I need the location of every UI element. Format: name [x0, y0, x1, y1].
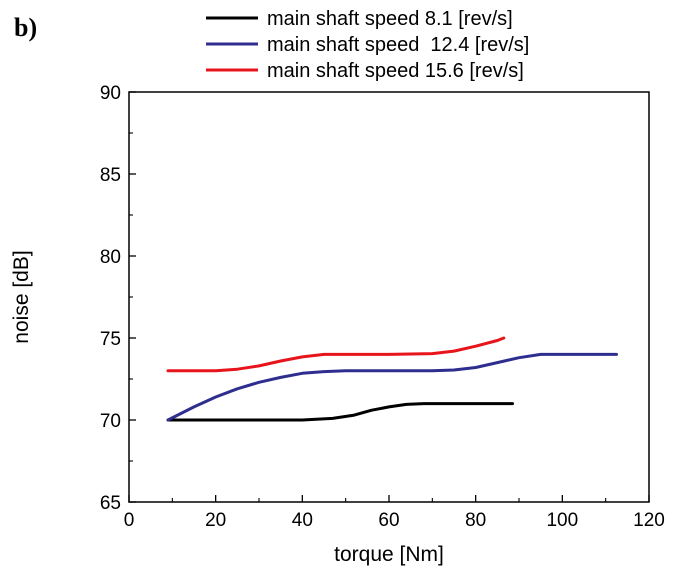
x-axis-title: torque [Nm] — [334, 543, 444, 566]
x-tick-label: 20 — [205, 510, 226, 531]
x-tick-label: 40 — [292, 510, 313, 531]
y-axis-title: noise [dB] — [10, 250, 33, 343]
panel-label: b) — [14, 13, 37, 42]
x-tick-label: 120 — [633, 510, 665, 531]
legend: main shaft speed 8.1 [rev/s] main shaft s… — [206, 8, 529, 82]
x-tick-label: 60 — [378, 510, 399, 531]
y-tick-label: 75 — [100, 329, 121, 350]
y-tick-label: 70 — [100, 411, 121, 432]
y-tick-label: 85 — [100, 165, 121, 186]
series-line-2 — [166, 352, 618, 422]
y-tick-label: 65 — [100, 493, 121, 514]
series-line-3 — [166, 336, 506, 373]
y-tick-label: 90 — [100, 83, 121, 104]
series-line-1 — [166, 402, 514, 422]
x-axis: 0 20 40 60 80 100 120 — [124, 495, 665, 531]
series-layer — [166, 336, 618, 422]
legend-label-3: main shaft speed 15.6 [rev/s] — [267, 60, 524, 82]
legend-label-1: main shaft speed 8.1 [rev/s] — [267, 8, 513, 30]
plot-frame — [128, 91, 650, 503]
y-tick-label: 80 — [100, 247, 121, 268]
x-tick-label: 80 — [465, 510, 486, 531]
x-tick-label: 0 — [124, 510, 135, 531]
legend-label-2: main shaft speed 12.4 [rev/s] — [267, 34, 529, 56]
x-tick-label: 100 — [546, 510, 578, 531]
y-axis: 65 70 75 80 85 90 — [100, 83, 136, 514]
